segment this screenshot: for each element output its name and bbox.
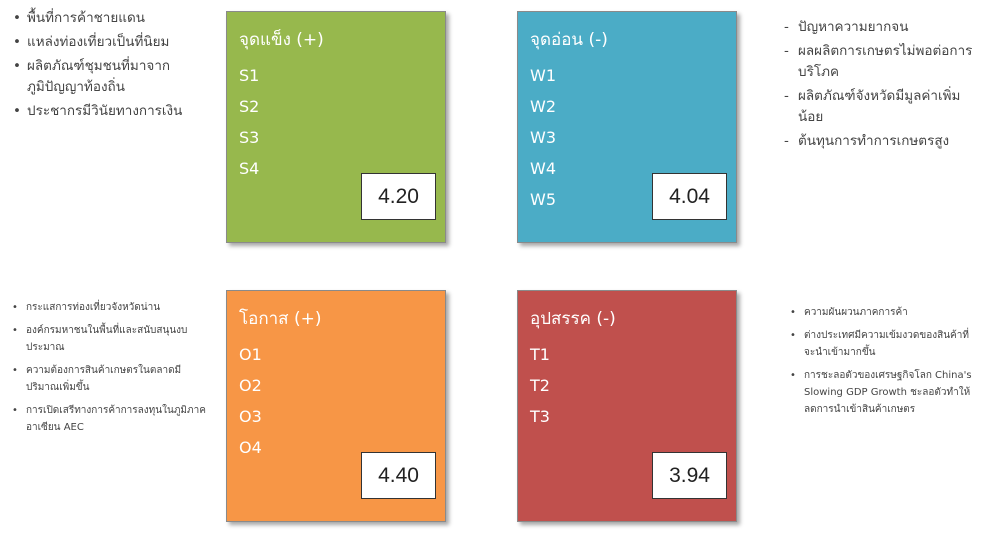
strengths-box: จุดแข็ง (+) S1 S2 S3 S4 4.20 xyxy=(226,11,446,243)
threat-item: T1 xyxy=(530,345,550,364)
threats-note: • การชะลอตัวของเศรษฐกิจโลก China's Slowin… xyxy=(790,370,972,415)
weaknesses-box: จุดอ่อน (-) W1 W2 W3 W4 W5 4.04 xyxy=(517,11,737,243)
weaknesses-note: - ต้นทุนการทำการเกษตรสูง xyxy=(784,133,950,149)
threats-note: • ความผันผวนภาคการค้า xyxy=(790,307,908,318)
strengths-items: S1 S2 S3 S4 xyxy=(239,60,259,184)
strength-item: S2 xyxy=(239,97,260,116)
opportunities-box: โอกาส (+) O1 O2 O3 O4 4.40 xyxy=(226,290,446,522)
weakness-item: W2 xyxy=(530,97,556,116)
strength-item: S1 xyxy=(239,66,260,85)
threats-title: อุปสรรค (-) xyxy=(530,309,616,329)
weaknesses-title: จุดอ่อน (-) xyxy=(530,30,608,50)
weakness-item: W4 xyxy=(530,159,556,178)
threat-item: T3 xyxy=(530,407,550,426)
strength-item: S4 xyxy=(239,159,260,178)
strengths-notes-list: • พื้นที่การค้าชายแดน • แหล่งท่องเที่ยวเป็… xyxy=(13,8,207,125)
weaknesses-note: - ปัญหาความยากจน xyxy=(784,19,909,35)
opportunities-title: โอกาส (+) xyxy=(239,309,322,329)
threats-box: อุปสรรค (-) T1 T2 T3 3.94 xyxy=(517,290,737,522)
weakness-item: W3 xyxy=(530,128,556,147)
strengths-score: 4.20 xyxy=(361,173,436,220)
weakness-item: W5 xyxy=(530,190,556,209)
opportunity-item: O1 xyxy=(239,345,262,364)
opportunities-note: • องค์กรมหาชนในพื้นที่และสนับสนุนงบประมาณ xyxy=(12,325,188,353)
weaknesses-note: - ผลผลิตการเกษตรไม่พอต่อการบริโภค xyxy=(784,43,973,80)
opportunities-notes-list: • กระแสการท่องเที่ยวจังหวัดน่าน • องค์กรมห… xyxy=(12,299,208,442)
weakness-item: W1 xyxy=(530,66,556,85)
opportunity-item: O2 xyxy=(239,376,262,395)
strengths-note: • พื้นที่การค้าชายแดน xyxy=(13,10,145,26)
strengths-title: จุดแข็ง (+) xyxy=(239,30,324,50)
weaknesses-note: - ผลิตภัณฑ์จังหวัดมีมูลค่าเพิ่มน้อย xyxy=(784,88,961,125)
weaknesses-items: W1 W2 W3 W4 W5 xyxy=(530,60,556,215)
threats-items: T1 T2 T3 xyxy=(530,339,550,432)
threats-notes-list: • ความผันผวนภาคการค้า • ต่างประเทศมีความเข… xyxy=(790,304,976,424)
strengths-note: • แหล่งท่องเที่ยวเป็นที่นิยม xyxy=(13,34,170,50)
opportunity-item: O3 xyxy=(239,407,262,426)
opportunities-score: 4.40 xyxy=(361,452,436,499)
strengths-note: • ประชากรมีวินัยทางการเงิน xyxy=(13,103,183,119)
threat-item: T2 xyxy=(530,376,550,395)
weaknesses-score: 4.04 xyxy=(652,173,727,220)
strengths-note: • ผลิตภัณฑ์ชุมชนที่มาจากภูมิปัญญาท้องถิ่น xyxy=(13,58,171,95)
threats-score: 3.94 xyxy=(652,452,727,499)
opportunities-items: O1 O2 O3 O4 xyxy=(239,339,262,463)
opportunity-item: O4 xyxy=(239,438,262,457)
weaknesses-notes-list: - ปัญหาความยากจน - ผลผลิตการเกษตรไม่พอต่อก… xyxy=(784,17,974,155)
opportunities-note: • การเปิดเสรีทางการค้าการลงทุนในภูมิภาคอา… xyxy=(12,405,206,433)
opportunities-note: • กระแสการท่องเที่ยวจังหวัดน่าน xyxy=(12,302,161,313)
strength-item: S3 xyxy=(239,128,260,147)
threats-note: • ต่างประเทศมีความเข้มงวดของสินค้าที่จะนำ… xyxy=(790,330,969,358)
opportunities-note: • ความต้องการสินค้าเกษตรในตลาดมีปริมาณเพิ… xyxy=(12,365,182,393)
